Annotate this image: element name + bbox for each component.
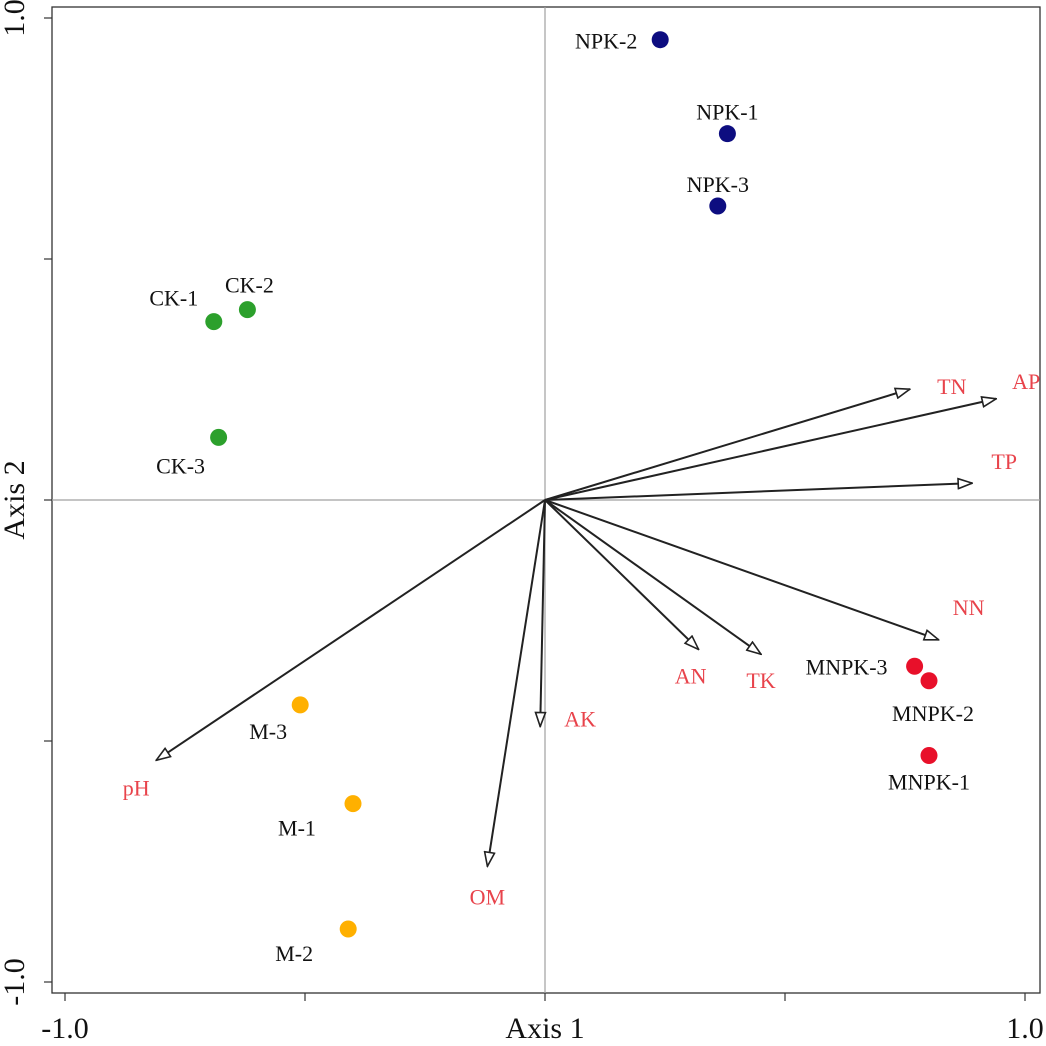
vector-arrow-ap (544, 399, 996, 501)
point-label-m-1: M-1 (278, 816, 316, 841)
vector-arrow-tp (544, 483, 972, 501)
vector-label-ph: pH (123, 775, 150, 800)
x-tick-label-min: -1.0 (41, 1012, 89, 1045)
vector-label-ak: AK (564, 707, 596, 732)
y-tick-label-max: 1.0 (0, 0, 31, 37)
point-mnpk-2 (920, 672, 938, 690)
point-label-ck-1: CK-1 (149, 286, 198, 311)
point-ck-2 (238, 301, 256, 319)
vector-label-ap: AP (1012, 369, 1040, 394)
point-label-mnpk-3: MNPK-3 (806, 654, 888, 679)
point-npk-3 (709, 197, 727, 215)
point-npk-1 (718, 125, 736, 143)
point-label-mnpk-1: MNPK-1 (888, 769, 970, 794)
point-label-ck-3: CK-3 (156, 453, 205, 478)
point-m-1 (344, 795, 362, 813)
variable-vectors: TN AP TP NN AN TK AK OM pH (123, 369, 1041, 910)
y-tick-label-min: -1.0 (0, 958, 31, 1006)
point-label-ck-2: CK-2 (225, 273, 274, 298)
point-ck-3 (210, 428, 228, 446)
point-npk-2 (651, 31, 669, 49)
axis-ticks (44, 17, 1026, 1001)
point-mnpk-1 (920, 746, 938, 764)
x-tick-label-max: 1.0 (1006, 1012, 1044, 1045)
vector-label-tp: TP (991, 449, 1017, 474)
vector-label-tk: TK (746, 668, 775, 693)
point-label-m-3: M-3 (249, 719, 287, 744)
point-m-2 (339, 920, 357, 938)
vector-label-nn: NN (953, 595, 985, 620)
vector-label-tn: TN (937, 374, 966, 399)
vector-arrow-ak (540, 499, 545, 727)
point-label-npk-1: NPK-1 (696, 100, 758, 125)
sample-points: CK-1 CK-2 CK-3 NPK-1 NPK-2 NPK-3 M-1 M-2 M-3 MNPK… (149, 29, 974, 966)
point-label-m-2: M-2 (275, 941, 313, 966)
point-mnpk-3 (906, 657, 924, 675)
vector-arrow-om (487, 499, 546, 866)
vector-label-an: AN (675, 663, 707, 688)
point-label-npk-2: NPK-2 (575, 29, 637, 54)
vector-arrow-nn (544, 499, 939, 641)
point-label-npk-3: NPK-3 (687, 172, 749, 197)
y-axis-title: Axis 2 (0, 460, 31, 539)
point-label-mnpk-2: MNPK-2 (892, 701, 974, 726)
vector-arrow-ph (156, 499, 546, 760)
point-m-3 (291, 696, 309, 714)
vector-label-om: OM (470, 884, 505, 909)
point-ck-1 (205, 313, 223, 331)
vector-arrow-an (544, 499, 699, 649)
x-axis-title: Axis 1 (505, 1012, 584, 1045)
vector-arrow-tk (544, 499, 761, 654)
vector-arrow-tn (544, 389, 910, 501)
